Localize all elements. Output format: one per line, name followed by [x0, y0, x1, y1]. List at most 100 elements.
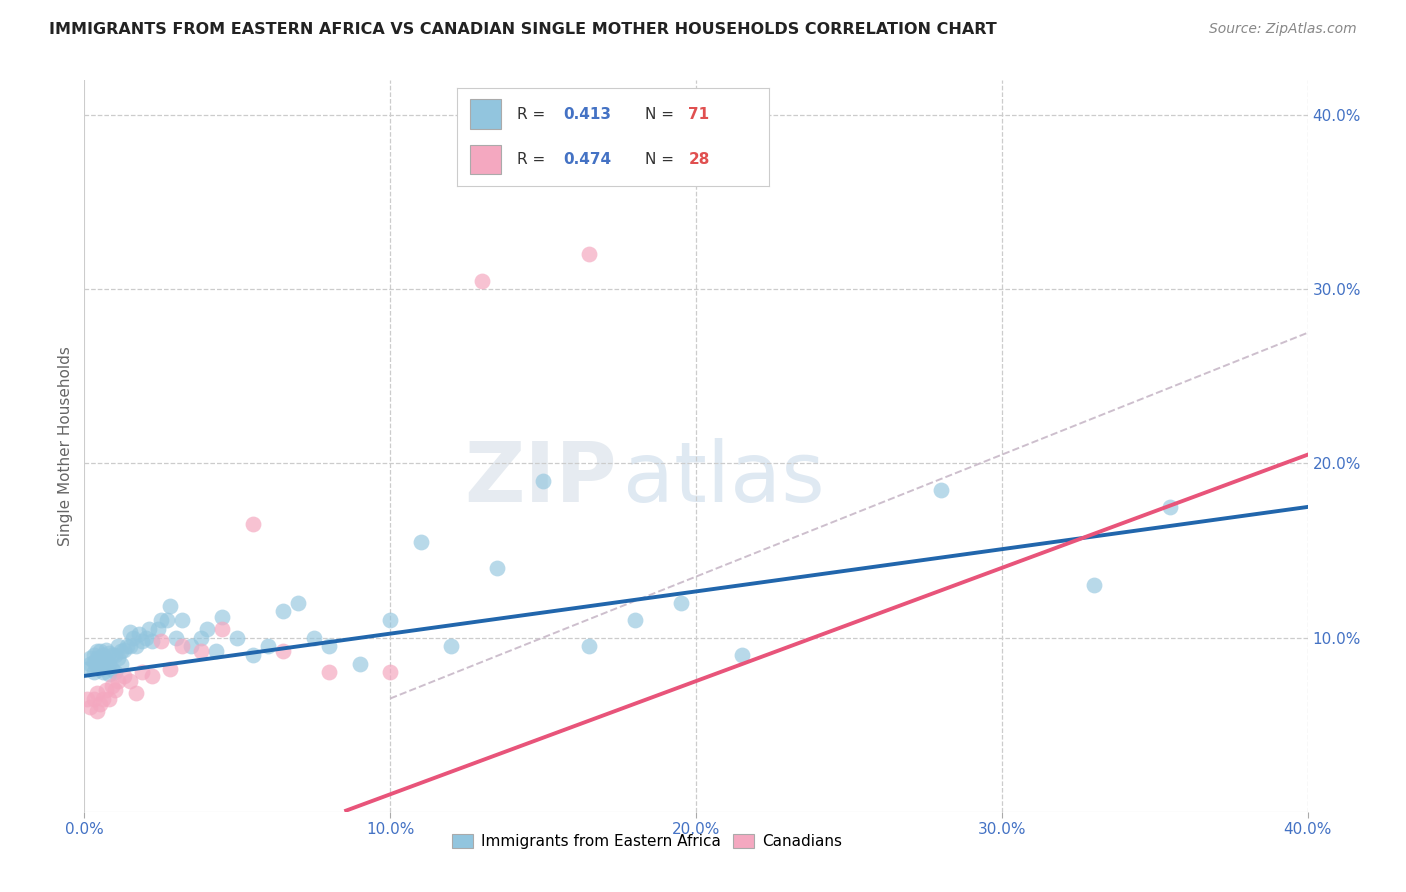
- Point: [120, 625, 142, 640]
- Text: ZIP: ZIP: [464, 438, 616, 519]
- Point: [669, 596, 692, 610]
- Point: [104, 665, 127, 680]
- Point: [131, 634, 153, 648]
- Point: [226, 631, 249, 645]
- Point: [731, 648, 754, 662]
- Point: [94, 653, 117, 667]
- Point: [110, 644, 132, 658]
- Point: [578, 247, 600, 261]
- Point: [287, 596, 309, 610]
- Point: [101, 648, 124, 662]
- Point: [471, 274, 494, 288]
- Point: [89, 697, 111, 711]
- Point: [76, 691, 98, 706]
- Point: [409, 534, 432, 549]
- Point: [138, 622, 160, 636]
- Point: [101, 679, 124, 693]
- Point: [94, 660, 117, 674]
- Point: [79, 657, 101, 671]
- Point: [120, 674, 142, 689]
- Point: [172, 640, 194, 654]
- Point: [1159, 500, 1181, 514]
- Point: [172, 613, 194, 627]
- Point: [531, 474, 554, 488]
- Point: [380, 665, 402, 680]
- Point: [159, 662, 181, 676]
- Point: [101, 662, 124, 676]
- Point: [107, 651, 129, 665]
- Point: [112, 669, 135, 683]
- Point: [76, 662, 98, 676]
- Point: [318, 640, 340, 654]
- Point: [86, 704, 108, 718]
- Point: [89, 644, 111, 658]
- Point: [110, 657, 132, 671]
- Point: [135, 631, 157, 645]
- Point: [86, 644, 108, 658]
- Point: [149, 613, 172, 627]
- Point: [97, 646, 120, 660]
- Point: [79, 651, 101, 665]
- Point: [112, 642, 135, 657]
- Point: [89, 662, 111, 676]
- Point: [131, 665, 153, 680]
- Legend: Immigrants from Eastern Africa, Canadians: Immigrants from Eastern Africa, Canadian…: [446, 828, 848, 855]
- Point: [86, 651, 108, 665]
- Point: [91, 648, 114, 662]
- Point: [302, 631, 325, 645]
- Point: [86, 660, 108, 674]
- Point: [180, 640, 202, 654]
- Point: [242, 517, 264, 532]
- Point: [89, 653, 111, 667]
- Point: [97, 657, 120, 671]
- Point: [83, 691, 105, 706]
- Point: [120, 640, 142, 654]
- Point: [107, 640, 129, 654]
- Y-axis label: Single Mother Households: Single Mother Households: [58, 346, 73, 546]
- Point: [318, 665, 340, 680]
- Point: [271, 644, 294, 658]
- Point: [211, 609, 233, 624]
- Point: [125, 686, 148, 700]
- Point: [97, 691, 120, 706]
- Point: [97, 667, 120, 681]
- Point: [349, 657, 371, 671]
- Text: IMMIGRANTS FROM EASTERN AFRICA VS CANADIAN SINGLE MOTHER HOUSEHOLDS CORRELATION : IMMIGRANTS FROM EASTERN AFRICA VS CANADI…: [49, 22, 997, 37]
- Point: [104, 682, 127, 697]
- Point: [79, 700, 101, 714]
- Point: [91, 665, 114, 680]
- Point: [380, 613, 402, 627]
- Point: [929, 483, 952, 497]
- Point: [94, 642, 117, 657]
- Point: [141, 634, 163, 648]
- Point: [94, 682, 117, 697]
- Point: [128, 627, 150, 641]
- Point: [165, 631, 187, 645]
- Point: [242, 648, 264, 662]
- Point: [440, 640, 463, 654]
- Point: [486, 561, 509, 575]
- Point: [211, 622, 233, 636]
- Point: [91, 657, 114, 671]
- Point: [104, 648, 127, 662]
- Point: [159, 599, 181, 614]
- Point: [190, 631, 212, 645]
- Point: [149, 634, 172, 648]
- Point: [205, 644, 228, 658]
- Point: [91, 691, 114, 706]
- Point: [122, 631, 145, 645]
- Point: [1083, 578, 1105, 592]
- Point: [125, 640, 148, 654]
- Point: [156, 613, 179, 627]
- Point: [83, 665, 105, 680]
- Point: [83, 655, 105, 669]
- Point: [271, 604, 294, 618]
- Point: [624, 613, 647, 627]
- Point: [115, 640, 138, 654]
- Point: [146, 622, 169, 636]
- Point: [190, 644, 212, 658]
- Point: [107, 674, 129, 689]
- Point: [195, 622, 218, 636]
- Text: Source: ZipAtlas.com: Source: ZipAtlas.com: [1209, 22, 1357, 37]
- Point: [257, 640, 280, 654]
